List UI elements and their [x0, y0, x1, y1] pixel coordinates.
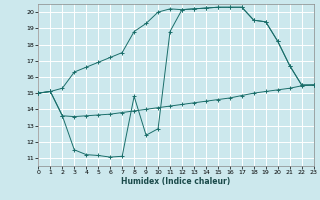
X-axis label: Humidex (Indice chaleur): Humidex (Indice chaleur): [121, 177, 231, 186]
